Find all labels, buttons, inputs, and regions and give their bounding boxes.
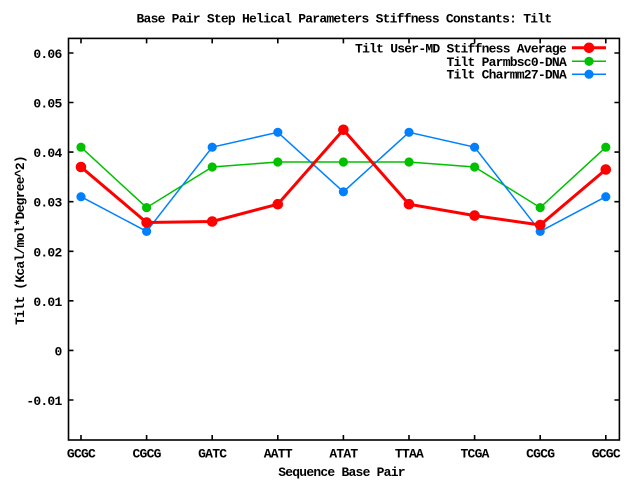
svg-text:0.04: 0.04 [33, 146, 62, 161]
svg-text:Tilt User-MD Stiffness Average: Tilt User-MD Stiffness Average [355, 41, 567, 56]
svg-text:ATAT: ATAT [329, 447, 358, 462]
svg-text:0.03: 0.03 [33, 196, 62, 211]
svg-text:0: 0 [54, 344, 62, 359]
svg-text:CGCG: CGCG [526, 447, 555, 462]
svg-text:0.02: 0.02 [33, 245, 62, 260]
svg-text:Sequence Base Pair: Sequence Base Pair [278, 465, 405, 480]
svg-text:AATT: AATT [264, 447, 293, 462]
svg-text:0.06: 0.06 [33, 47, 62, 62]
svg-text:-0.01: -0.01 [26, 394, 62, 409]
svg-text:GATC: GATC [198, 447, 227, 462]
svg-text:Tilt Parmbsc0-DNA: Tilt Parmbsc0-DNA [446, 55, 567, 70]
svg-text:Tilt (Kcal/mol*Degree^2): Tilt (Kcal/mol*Degree^2) [13, 156, 28, 325]
svg-text:GCGC: GCGC [67, 447, 96, 462]
svg-text:TCGA: TCGA [461, 447, 490, 462]
svg-text:GCGC: GCGC [592, 447, 621, 462]
svg-text:0.05: 0.05 [33, 97, 62, 112]
svg-text:Base Pair Step Helical Paramet: Base Pair Step Helical Parameters Stiffn… [137, 12, 552, 27]
svg-text:TTAA: TTAA [395, 447, 424, 462]
svg-text:0.01: 0.01 [33, 295, 62, 310]
svg-text:Tilt Charmm27-DNA: Tilt Charmm27-DNA [446, 68, 567, 83]
svg-text:CGCG: CGCG [133, 447, 162, 462]
